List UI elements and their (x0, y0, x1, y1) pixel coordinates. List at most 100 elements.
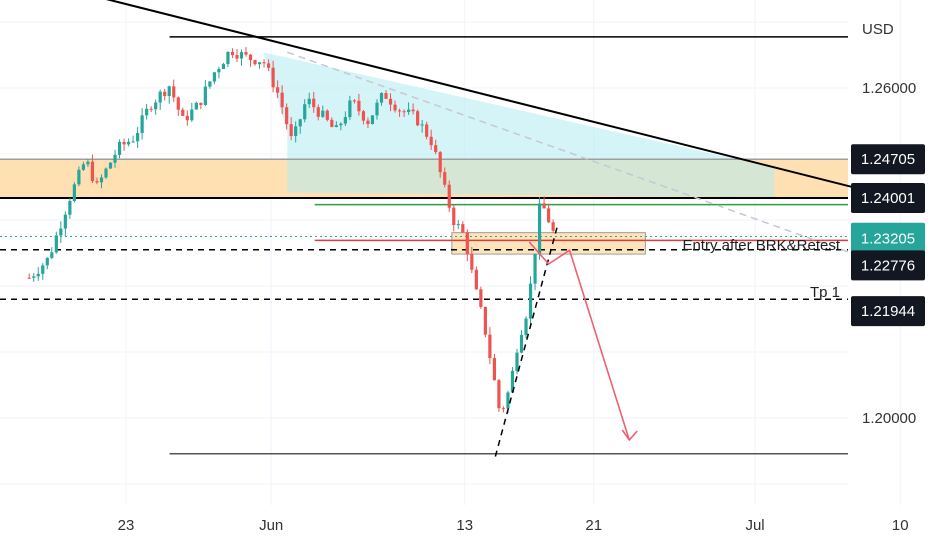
candle (50, 247, 54, 260)
x-tick-label: 23 (118, 517, 135, 534)
candle-body (194, 102, 198, 110)
candle (126, 138, 131, 147)
candle-body (59, 228, 63, 236)
price-axis[interactable]: USD 1.26000 1.20000 (862, 21, 916, 427)
candle (81, 161, 86, 171)
candle (438, 151, 442, 178)
candle-body (208, 81, 212, 87)
grey-dashed-trendline (287, 51, 849, 253)
candle-body (334, 125, 338, 128)
candle (325, 109, 329, 122)
candle-body (32, 276, 36, 278)
rising-dashed-trendline (494, 222, 560, 457)
price-tag-label: 1.23205 (861, 231, 915, 248)
candle-body (312, 98, 316, 108)
time-axis[interactable]: 23 Jun 13 21 Jul 10 (118, 517, 909, 534)
candle (230, 48, 235, 59)
candle-body (253, 60, 257, 65)
candle-body (375, 102, 379, 116)
candle (379, 92, 384, 106)
candle-body (221, 64, 226, 70)
candle-body (244, 52, 248, 55)
candles-layer (27, 47, 555, 413)
candle-body (343, 117, 347, 124)
candle (32, 272, 36, 282)
candle (429, 129, 433, 150)
candle-body (185, 115, 189, 121)
candle-body (348, 100, 352, 118)
candle (501, 406, 506, 413)
candle-body (50, 252, 54, 258)
candle-body (528, 283, 533, 319)
candle (176, 96, 180, 116)
entry-label: Entry after BRK&Retest (682, 237, 840, 254)
x-tick-label: 10 (892, 517, 909, 534)
candle (289, 117, 293, 141)
candle (154, 99, 158, 115)
candle (515, 348, 519, 375)
candle (99, 174, 104, 189)
candle (447, 180, 451, 213)
candle (41, 263, 45, 280)
candle (113, 149, 117, 168)
candle-body (54, 235, 58, 253)
candle-body (447, 184, 451, 208)
candle (393, 100, 397, 113)
candle-body (63, 214, 67, 229)
candle (370, 115, 375, 125)
price-tag-bg (851, 296, 925, 327)
candle (492, 353, 497, 381)
candle (456, 220, 460, 230)
candle (271, 60, 275, 93)
candle (524, 316, 528, 339)
price-tag-label: 1.22776 (861, 257, 915, 274)
candle-body (145, 108, 149, 116)
candle (235, 49, 239, 63)
candle-body (172, 86, 176, 98)
candle (533, 253, 537, 291)
candle (181, 107, 185, 117)
candle-body (316, 107, 320, 117)
candle-body (551, 222, 555, 231)
candle-body (506, 392, 510, 409)
candle-body (339, 123, 343, 126)
currency-label: USD (862, 21, 894, 38)
candle-body (330, 119, 334, 128)
candle-body (547, 208, 551, 223)
candle-body (248, 54, 253, 61)
candle-body (456, 224, 460, 226)
candle-body (393, 104, 397, 111)
candle-body (474, 269, 478, 290)
tp1-label: Tp 1 (810, 284, 840, 301)
candle (488, 327, 492, 365)
candle-body (443, 172, 447, 185)
candle (145, 103, 149, 120)
candle (352, 99, 357, 104)
candle (276, 80, 280, 98)
candle (86, 158, 90, 168)
candle (253, 59, 257, 66)
candle-body (45, 257, 49, 266)
candle-body (36, 273, 40, 277)
candle-body (72, 184, 76, 201)
candle-body (95, 181, 99, 183)
candle-body (113, 154, 117, 163)
candle (285, 103, 289, 130)
candle (68, 197, 72, 219)
candle-body (104, 168, 108, 178)
x-tick-label: 13 (456, 517, 473, 534)
candle (470, 246, 474, 274)
projection-path (528, 241, 631, 441)
candle-body (542, 203, 546, 209)
candle (190, 102, 194, 123)
candle (266, 59, 271, 71)
candle-body (357, 100, 361, 112)
candle (479, 286, 483, 309)
candle-body (452, 207, 456, 226)
candle (54, 231, 58, 254)
candle-body (519, 334, 524, 353)
candle (248, 54, 253, 67)
price-tag: 1.24001 (851, 182, 925, 213)
price-tag-label: 1.24705 (861, 151, 915, 168)
